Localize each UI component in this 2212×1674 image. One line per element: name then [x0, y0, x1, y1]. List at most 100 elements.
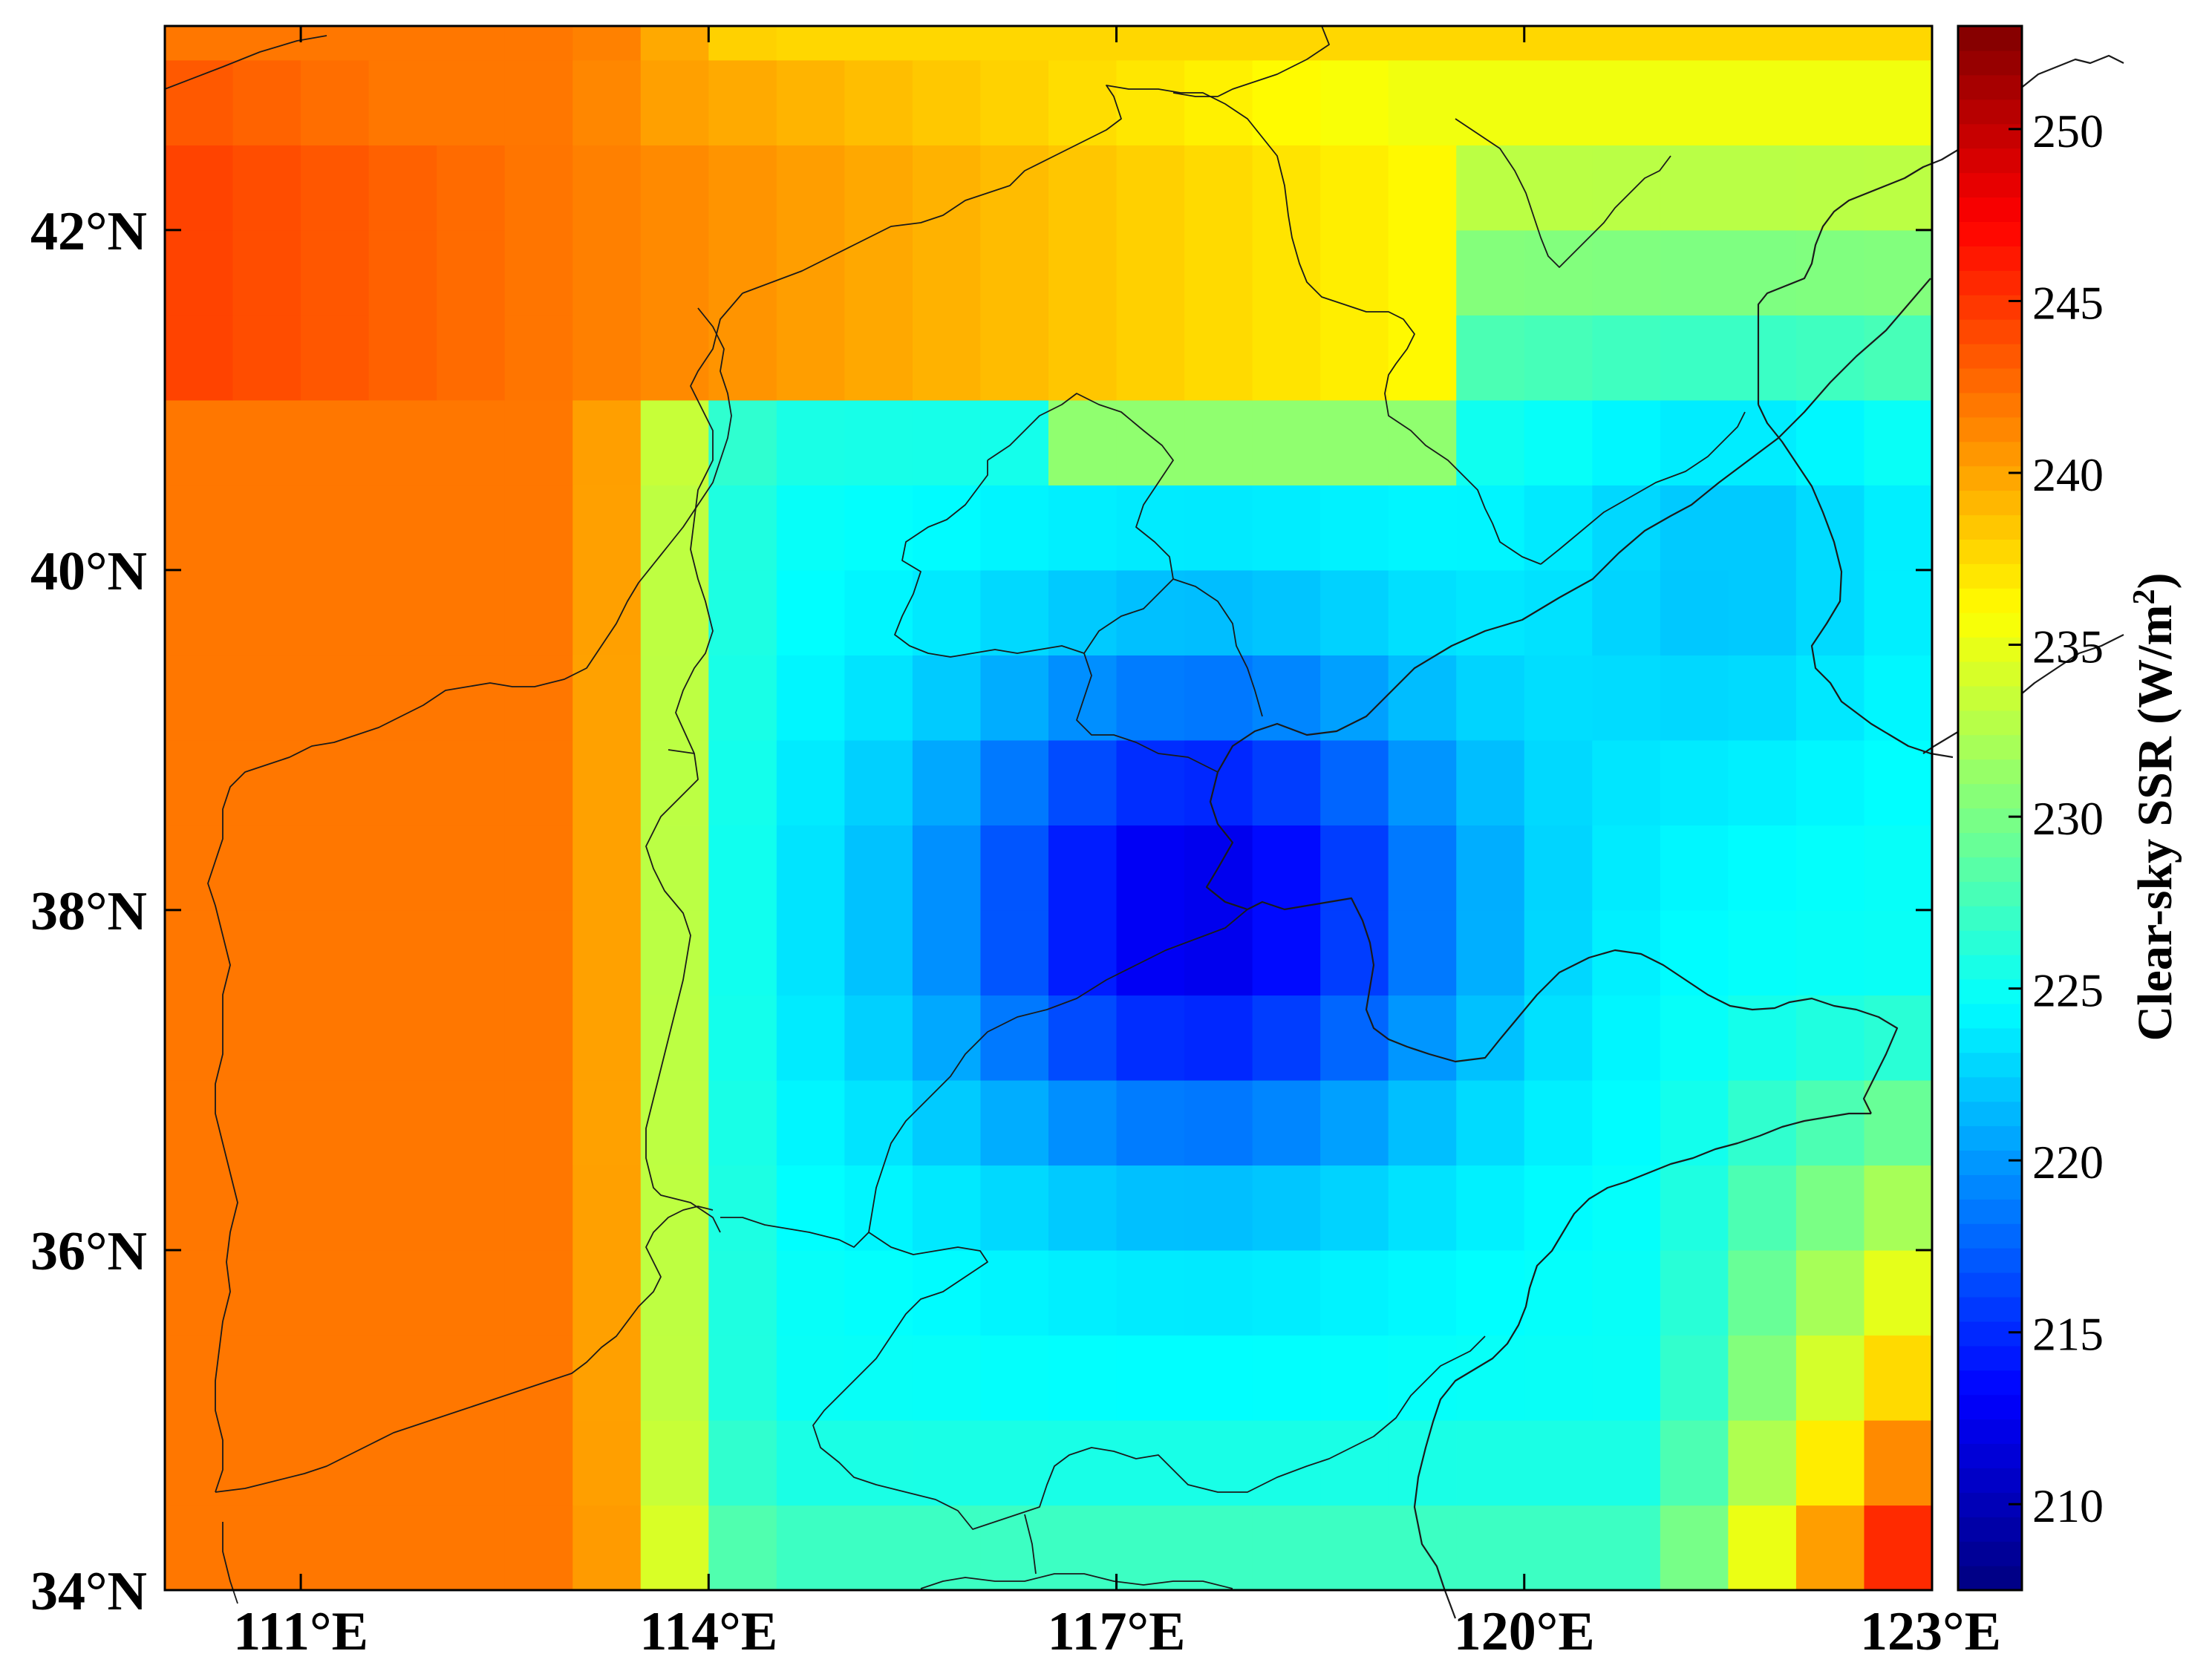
ssr-cell: [1795, 1249, 1865, 1336]
ssr-cell: [1320, 59, 1389, 146]
ssr-cell: [1660, 26, 1729, 61]
colorbar-segment: [1958, 906, 2022, 931]
ssr-cell: [640, 485, 709, 571]
ssr-cell: [1864, 26, 1933, 61]
ssr-cell: [1388, 825, 1457, 911]
ssr-cell: [1728, 1165, 1797, 1251]
ssr-cell: [301, 1165, 370, 1251]
ssr-cell: [1456, 569, 1525, 655]
ssr-cell: [1864, 315, 1933, 401]
ssr-cell: [437, 485, 506, 571]
ssr-cell: [1795, 655, 1865, 741]
ssr-cell: [912, 229, 982, 315]
ssr-cell: [1524, 229, 1593, 315]
ssr-cell: [301, 59, 370, 146]
ssr-cell: [980, 1335, 1049, 1421]
ssr-cell: [1524, 485, 1593, 571]
ssr-cell: [708, 1249, 777, 1336]
ssr-cell: [1795, 315, 1865, 401]
colorbar-tick-label: 215: [2032, 1308, 2104, 1361]
ssr-cell: [1116, 399, 1185, 485]
ssr-cell: [1728, 1335, 1797, 1421]
ssr-cell: [980, 995, 1049, 1081]
ssr-cell: [504, 569, 573, 655]
ssr-cell: [437, 995, 506, 1081]
colorbar-segment: [1958, 343, 2022, 369]
ssr-cell: [1864, 1249, 1933, 1336]
ssr-cell: [1456, 1335, 1525, 1421]
ssr-cell: [844, 26, 913, 61]
ssr-cell: [1660, 995, 1729, 1081]
ssr-cell: [1048, 26, 1118, 61]
border-liaoning-jilin: [1455, 118, 1671, 268]
ssr-cell: [912, 1079, 982, 1166]
ssr-cell: [1252, 59, 1321, 146]
y-tick-label: 40°N: [30, 541, 147, 602]
border-shandong-henan: [812, 1232, 1486, 1530]
ssr-cell: [165, 315, 234, 401]
ssr-cell: [1592, 26, 1661, 61]
ssr-cell: [232, 315, 301, 401]
ssr-cell: [980, 1419, 1049, 1506]
ssr-cell: [1592, 739, 1661, 826]
ssr-cell: [980, 909, 1049, 996]
colorbar-segment: [1958, 637, 2022, 662]
y-tick-label: 36°N: [30, 1221, 147, 1282]
ssr-cell: [1728, 145, 1797, 231]
colorbar-segment: [1958, 490, 2022, 516]
colorbar-segment: [1958, 1321, 2022, 1347]
ssr-cell: [980, 569, 1049, 655]
colorbar-tick-label: 210: [2032, 1480, 2104, 1532]
ssr-cell: [301, 995, 370, 1081]
ssr-cell: [504, 315, 573, 401]
ssr-cell: [1320, 569, 1389, 655]
ssr-cell: [708, 739, 777, 826]
ssr-cell: [980, 825, 1049, 911]
ssr-cell: [368, 145, 437, 231]
ssr-cell: [980, 399, 1049, 485]
ssr-cell: [776, 995, 845, 1081]
colorbar-segment: [1958, 857, 2022, 882]
ssr-cell: [844, 909, 913, 996]
ssr-cell: [1660, 1505, 1729, 1591]
ssr-cell: [1388, 1505, 1457, 1591]
ssr-cell: [980, 59, 1049, 146]
ssr-cell: [232, 995, 301, 1081]
ssr-cell: [640, 909, 709, 996]
ssr-cell: [640, 1335, 709, 1421]
ssr-cell: [437, 1249, 506, 1336]
ssr-cell: [165, 655, 234, 741]
ssr-cell: [1388, 229, 1457, 315]
ssr-cell: [1660, 739, 1729, 826]
ssr-cell: [912, 59, 982, 146]
ssr-cell: [1864, 655, 1933, 741]
colorbar-segment: [1958, 1027, 2022, 1053]
ssr-cell: [640, 569, 709, 655]
ssr-cell: [1456, 1419, 1525, 1506]
ssr-cell: [572, 1419, 642, 1506]
ssr-cell: [708, 909, 777, 996]
ssr-cell: [1864, 1335, 1933, 1421]
ssr-cell: [301, 1249, 370, 1336]
ssr-cell: [708, 59, 777, 146]
ssr-cell: [572, 145, 642, 231]
ssr-cell: [437, 1335, 506, 1421]
ssr-cell: [1864, 1419, 1933, 1506]
ssr-cell: [1592, 145, 1661, 231]
ssr-cell: [368, 1419, 437, 1506]
ssr-cell: [844, 399, 913, 485]
ssr-cell: [504, 1335, 573, 1421]
ssr-cell: [232, 145, 301, 231]
ssr-cell: [1456, 26, 1525, 61]
ssr-cell: [1116, 26, 1185, 61]
colorbar-segment: [1958, 1541, 2022, 1566]
colorbar-segment: [1958, 465, 2022, 491]
ssr-cell: [1388, 26, 1457, 61]
ssr-cell: [1592, 1079, 1661, 1166]
ssr-cell: [368, 569, 437, 655]
ssr-cell: [1252, 1419, 1321, 1506]
ssr-cell: [1048, 909, 1118, 996]
ssr-cell: [776, 26, 845, 61]
ssr-cell: [1252, 655, 1321, 741]
